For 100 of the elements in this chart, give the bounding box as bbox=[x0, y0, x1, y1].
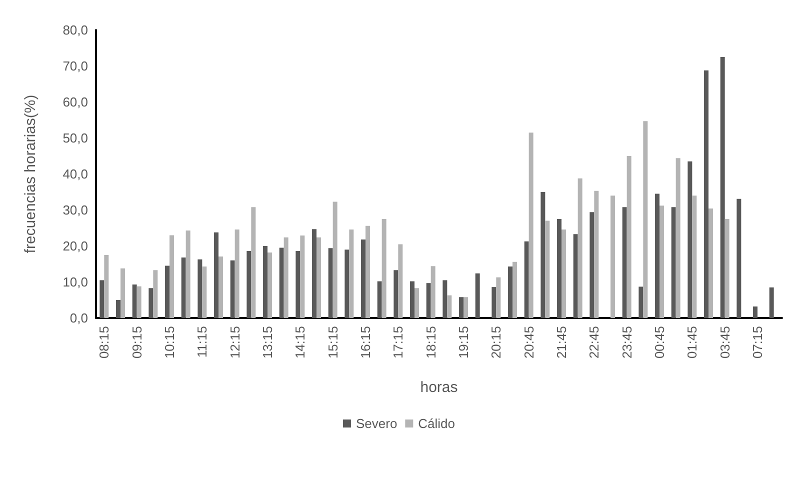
bar bbox=[753, 306, 758, 318]
bar bbox=[508, 266, 512, 318]
legend-label: Severo bbox=[356, 416, 398, 431]
x-tick-label: 16:15 bbox=[358, 326, 373, 359]
bar bbox=[214, 232, 218, 318]
bar bbox=[284, 237, 288, 318]
bar bbox=[708, 208, 713, 318]
bar bbox=[202, 266, 207, 318]
bar bbox=[524, 241, 529, 318]
bar bbox=[447, 295, 452, 318]
x-tick-label: 23:45 bbox=[619, 326, 634, 359]
bar bbox=[414, 288, 419, 318]
x-tick-label: 20:15 bbox=[488, 326, 504, 359]
y-tick-label: 30,0 bbox=[62, 202, 88, 218]
bar bbox=[218, 256, 223, 318]
bar bbox=[328, 248, 333, 318]
bar bbox=[562, 229, 566, 318]
x-tick-label: 22:45 bbox=[586, 326, 602, 359]
bar bbox=[540, 192, 546, 318]
bar bbox=[100, 280, 104, 318]
bar bbox=[557, 219, 562, 318]
bar bbox=[394, 270, 398, 318]
bar bbox=[622, 207, 627, 318]
bar bbox=[492, 287, 496, 318]
bar bbox=[610, 196, 615, 318]
bar bbox=[316, 237, 321, 318]
bar bbox=[769, 287, 774, 318]
bar bbox=[120, 268, 125, 318]
x-tick-label: 14:15 bbox=[292, 326, 308, 359]
bar bbox=[279, 248, 284, 318]
bar bbox=[430, 266, 436, 318]
bar bbox=[148, 288, 154, 318]
bar bbox=[234, 229, 240, 318]
x-tick-label: 21:45 bbox=[554, 326, 569, 359]
bar bbox=[136, 286, 142, 318]
legend-label: Cálido bbox=[418, 416, 456, 431]
x-tick-label: 15:15 bbox=[325, 326, 340, 359]
bar bbox=[230, 260, 235, 318]
bar bbox=[643, 121, 648, 318]
x-tick-label: 11:15 bbox=[194, 326, 210, 358]
bar bbox=[186, 230, 190, 318]
x-tick-label: 08:15 bbox=[96, 326, 112, 359]
bar bbox=[528, 132, 534, 318]
bar bbox=[426, 283, 431, 318]
bar bbox=[153, 270, 158, 318]
bar bbox=[181, 258, 186, 318]
bar bbox=[638, 286, 644, 318]
bar bbox=[464, 297, 468, 318]
bar bbox=[475, 273, 480, 318]
bar bbox=[545, 220, 550, 318]
bar bbox=[459, 297, 464, 318]
x-tick-label: 01:45 bbox=[684, 326, 700, 359]
bar bbox=[382, 219, 386, 318]
x-tick-label: 12:15 bbox=[227, 326, 242, 359]
bar bbox=[671, 207, 676, 318]
bar bbox=[104, 255, 109, 318]
x-tick-label: 13:15 bbox=[260, 326, 275, 359]
y-tick-label: 50,0 bbox=[62, 130, 88, 146]
y-tick-label: 70,0 bbox=[62, 58, 88, 74]
bar bbox=[410, 281, 414, 318]
y-tick-label: 0,0 bbox=[70, 310, 88, 326]
bar bbox=[366, 226, 370, 318]
bar bbox=[398, 244, 403, 318]
bar bbox=[660, 206, 664, 318]
bar bbox=[296, 251, 300, 318]
bar bbox=[170, 235, 174, 318]
bar bbox=[198, 259, 202, 318]
bar bbox=[590, 212, 594, 318]
bar bbox=[344, 250, 350, 318]
bar bbox=[573, 234, 578, 318]
bar bbox=[246, 251, 252, 318]
bar bbox=[688, 161, 692, 318]
bar bbox=[165, 266, 170, 318]
bar bbox=[442, 280, 448, 318]
bar bbox=[349, 229, 354, 318]
bar bbox=[312, 229, 316, 318]
y-axis-title: frecuencias horarias(%) bbox=[22, 94, 39, 254]
x-tick-label: 19:15 bbox=[456, 326, 471, 359]
bar bbox=[655, 194, 660, 318]
bar bbox=[300, 236, 305, 318]
bar bbox=[332, 202, 338, 318]
x-tick-label: 00:45 bbox=[652, 326, 667, 359]
bar bbox=[251, 207, 256, 318]
y-tick-label: 60,0 bbox=[62, 94, 88, 110]
x-axis-title: horas bbox=[420, 379, 458, 396]
bar bbox=[704, 70, 708, 318]
x-tick-label: 18:15 bbox=[423, 326, 438, 359]
bar bbox=[268, 252, 272, 318]
y-tick-label: 20,0 bbox=[62, 238, 88, 254]
bar bbox=[361, 240, 366, 318]
bar bbox=[736, 198, 742, 318]
x-tick-label: 20:45 bbox=[521, 326, 536, 359]
bar bbox=[116, 300, 120, 318]
x-tick-label: 17:15 bbox=[390, 326, 406, 359]
bar bbox=[377, 281, 382, 318]
y-tick-label: 40,0 bbox=[62, 166, 88, 182]
bar bbox=[132, 284, 137, 318]
bar bbox=[724, 219, 730, 318]
bar bbox=[263, 246, 268, 318]
bar bbox=[578, 178, 582, 318]
